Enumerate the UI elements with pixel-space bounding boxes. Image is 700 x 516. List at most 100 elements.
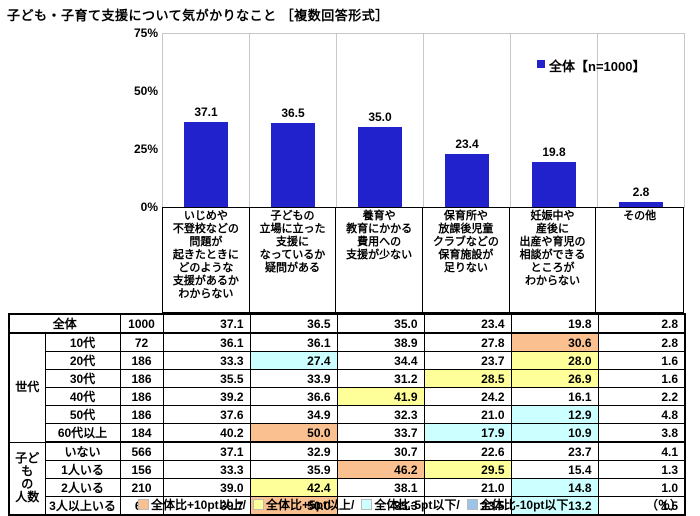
chart-title: 子ども・子育て支援について気がかりなこと ［複数回答形式］ <box>7 8 389 23</box>
row-label-cell: 1人いる <box>44 460 121 479</box>
value-cell: 1.3 <box>597 460 686 479</box>
chart-column: 2.8 <box>598 34 685 208</box>
value-cell: 38.9 <box>336 332 425 352</box>
group-cell: 世代 <box>8 332 46 443</box>
n-cell: 186 <box>119 405 164 424</box>
value-cell: 32.9 <box>249 441 338 461</box>
value-cell: 24.2 <box>423 387 512 406</box>
value-cell: 10.9 <box>510 423 599 443</box>
y-axis-tick: 25% <box>133 142 158 156</box>
y-axis-tick: 50% <box>133 84 158 98</box>
row-label-cell: 3人以上いる <box>44 496 121 516</box>
legend-item-label: 全体比-5pt以下/ <box>374 498 460 512</box>
value-cell: 36.1 <box>249 332 338 352</box>
value-cell: 35.5 <box>162 369 251 388</box>
chart-column: 19.8 <box>511 34 598 208</box>
category-header-cell: 保育所や 放課後児童 クラブなどの 保育施設が 足りない <box>423 208 510 312</box>
legend-swatch-icon <box>537 60 545 68</box>
group-cell: 子ども の 人数 <box>8 441 46 516</box>
category-header-cell: 子どもの 立場に立った 支援に なっているか 疑問がある <box>250 208 337 312</box>
n-cell: 210 <box>119 478 164 497</box>
value-cell: 21.0 <box>423 405 512 424</box>
value-cell: 1.6 <box>597 351 686 370</box>
value-cell: 34.9 <box>249 405 338 424</box>
value-cell: 30.6 <box>510 332 599 352</box>
row-label-cell: いない <box>44 441 121 461</box>
chart-column: 23.4 <box>424 34 511 208</box>
value-cell: 29.5 <box>423 460 512 479</box>
table-row: 40代 186 39.2 36.6 41.9 24.2 16.1 2.2 <box>9 387 686 406</box>
plot-area: 37.1 36.5 35.0 23.4 19.8 2.8 <box>162 33 685 208</box>
row-label-cell: 2人いる <box>44 478 121 497</box>
row-label-cell: 10代 <box>44 332 121 352</box>
table-row: 世代 10代 72 36.1 36.1 38.9 27.8 30.6 2.8 <box>8 332 686 443</box>
legend-item-label: 全体比+5pt以上/ <box>266 498 355 512</box>
value-cell: 2.2 <box>597 387 686 406</box>
value-cell: 27.8 <box>423 332 512 352</box>
value-cell: 28.0 <box>510 351 599 370</box>
bar-value-label: 35.0 <box>368 109 392 124</box>
value-cell: 36.1 <box>162 332 251 352</box>
row-label-cell: 40代 <box>44 387 121 406</box>
table-row: 50代 186 37.6 34.9 32.3 21.0 12.9 4.8 <box>9 405 686 424</box>
value-cell: 50.0 <box>249 423 338 443</box>
y-axis-tick: 0% <box>140 200 158 214</box>
footer-legend-items: 全体比+10pt以上/全体比+5pt以上/全体比-5pt以下/全体比-10pt以… <box>138 496 568 513</box>
value-cell: 39.2 <box>162 387 251 406</box>
value-cell: 33.7 <box>336 423 425 443</box>
value-cell: 34.4 <box>336 351 425 370</box>
value-cell: 30.7 <box>336 441 425 461</box>
value-cell: 14.8 <box>510 478 599 497</box>
value-cell: 2.8 <box>597 332 686 352</box>
row-label-cell: 全体 <box>8 313 121 334</box>
value-cell: 39.0 <box>162 478 251 497</box>
legend-item-label: 全体比-10pt以下 <box>479 498 569 512</box>
value-cell: 23.7 <box>510 441 599 461</box>
n-cell: 156 <box>119 460 164 479</box>
value-cell: 23.7 <box>423 351 512 370</box>
unit-label: （％） <box>645 498 682 512</box>
category-header: いじめや 不登校などの 問題が 起きたときに どのような 支援があるか わからな… <box>162 207 684 313</box>
value-cell: 36.5 <box>249 313 338 334</box>
bar-value-label: 36.5 <box>281 106 305 121</box>
value-cell: 1.6 <box>597 369 686 388</box>
chart-column: 35.0 <box>337 34 424 208</box>
value-cell: 38.1 <box>336 478 425 497</box>
bar <box>532 162 576 208</box>
table-row: 子ども の 人数 いない 566 37.1 32.9 30.7 22.6 23.7 4.1 <box>8 441 686 516</box>
value-cell: 27.4 <box>249 351 338 370</box>
value-cell: 33.3 <box>162 460 251 479</box>
value-cell: 33.3 <box>162 351 251 370</box>
bar-value-label: 2.8 <box>632 184 650 199</box>
table-row: 全体 1000 37.1 36.5 35.0 23.4 19.8 2.8 <box>8 313 686 334</box>
table-row: 3人以上いる6839.750.035.323.513.21.5 <box>9 496 686 516</box>
value-cell: 17.9 <box>423 423 512 443</box>
value-cell: 2.8 <box>597 313 686 334</box>
value-cell: 39.7 <box>162 496 251 516</box>
value-cell: 12.9 <box>510 405 599 424</box>
value-cell: 37.6 <box>162 405 251 424</box>
category-header-cell: その他 <box>623 210 657 222</box>
legend-item: 全体比-5pt以下/ <box>354 496 460 513</box>
value-cell: 35.3 <box>336 496 425 516</box>
color-swatch-icon <box>253 499 265 510</box>
bar <box>184 121 228 208</box>
n-cell: 186 <box>119 369 164 388</box>
table-row: 30代 186 35.5 33.9 31.2 28.5 26.9 1.6 <box>9 369 686 388</box>
legend-item: 全体比-10pt以下 <box>460 496 569 513</box>
n-cell: 1000 <box>119 313 164 334</box>
value-cell: 28.5 <box>423 369 512 388</box>
category-header-cell: いじめや 不登校などの 問題が 起きたときに どのような 支援があるか わからな… <box>163 208 250 312</box>
value-cell: 42.4 <box>249 478 338 497</box>
row-label-cell: 20代 <box>44 351 121 370</box>
table-row: 1人いる 156 33.3 35.9 46.2 29.5 15.4 1.3 <box>9 460 686 479</box>
footer-legend: 全体比+10pt以上/全体比+5pt以上/全体比-5pt以下/全体比-10pt以… <box>8 496 684 512</box>
row-label-cell: 60代以上 <box>44 423 121 443</box>
bar <box>619 201 663 208</box>
table-row: 60代以上 184 40.2 50.0 33.7 17.9 10.9 3.8 <box>9 423 686 443</box>
bar-value-label: 23.4 <box>455 136 479 151</box>
value-cell: 46.2 <box>336 460 425 479</box>
bar <box>358 126 402 208</box>
value-cell: 33.9 <box>249 369 338 388</box>
color-swatch-icon <box>138 499 149 510</box>
